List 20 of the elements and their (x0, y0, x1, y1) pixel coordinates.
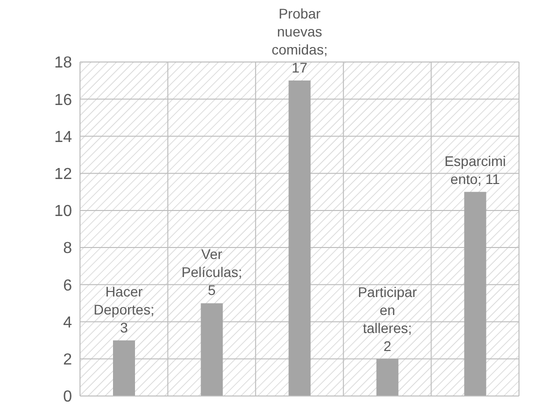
data-label: Esparcimiento; 11 (444, 152, 506, 187)
y-tick-label: 10 (54, 203, 72, 220)
y-tick-label: 12 (54, 166, 72, 184)
data-label: Participar en talleres; 2 (358, 284, 418, 354)
y-tick-label: 8 (63, 240, 72, 258)
y-tick-label: 6 (63, 277, 72, 294)
bar (200, 303, 223, 396)
y-tick-label: 4 (63, 314, 72, 332)
y-tick-label: 0 (63, 388, 72, 406)
y-tick-label: 2 (63, 352, 72, 369)
y-tick-label: 18 (54, 54, 72, 72)
y-tick-label: 14 (54, 128, 72, 146)
data-label: Hacer Deportes; 3 (94, 283, 154, 336)
data-label: Ver Películas; 5 (181, 246, 242, 298)
bar (464, 192, 486, 396)
y-tick-label: 16 (54, 92, 72, 109)
bar (288, 80, 311, 396)
bar (376, 358, 398, 396)
data-label: Probar nuevas comidas; 17 (272, 6, 328, 76)
bar (113, 340, 135, 396)
